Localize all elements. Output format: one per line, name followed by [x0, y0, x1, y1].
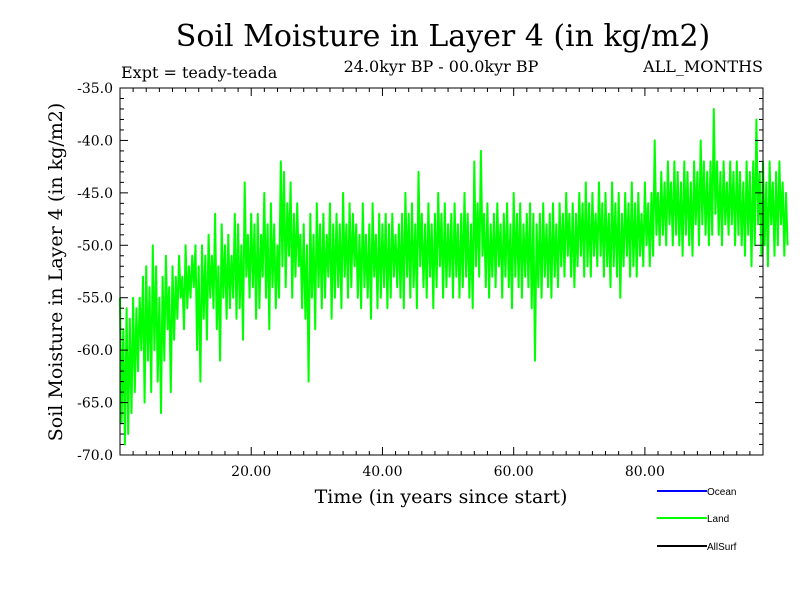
months-label: ALL_MONTHS [642, 57, 763, 76]
x-tick-label: 80.00 [625, 464, 665, 480]
y-tick-label: -40.0 [77, 133, 113, 149]
x-tick-label: 40.00 [362, 464, 402, 480]
y-tick-label: -55.0 [77, 291, 113, 307]
x-tick-label: 20.00 [231, 464, 271, 480]
plot-area [119, 108, 789, 446]
y-axis-label: Soil Moisture in Layer 4 (in kg/m2) [45, 103, 67, 442]
y-tick-label: -65.0 [77, 396, 113, 412]
chart-title: Soil Moisture in Layer 4 (in kg/m2) [176, 19, 710, 54]
time-range-label: 24.0kyr BP - 00.0kyr BP [344, 57, 539, 76]
y-tick-label: -70.0 [77, 448, 113, 464]
y-tick-label: -45.0 [77, 186, 113, 202]
legend: Ocean Land AllSurf [657, 487, 737, 553]
legend-label-land: Land [707, 514, 729, 525]
legend-label-ocean: Ocean [707, 487, 736, 498]
experiment-label: Expt = teady-teada [121, 63, 278, 82]
y-tick-label: -50.0 [77, 238, 113, 254]
y-tick-label: -60.0 [77, 343, 113, 359]
y-tick-label: -35.0 [77, 81, 113, 97]
plot-frame [119, 87, 764, 456]
legend-label-allsurf: AllSurf [707, 542, 737, 553]
axes: 20.00 40.00 60.00 80.00 -35.0 -40.0 -45.0 -50.0… [77, 81, 764, 480]
x-axis-label: Time (in years since start) [315, 486, 568, 508]
series-line-land [119, 108, 789, 446]
x-tick-label: 60.00 [494, 464, 534, 480]
